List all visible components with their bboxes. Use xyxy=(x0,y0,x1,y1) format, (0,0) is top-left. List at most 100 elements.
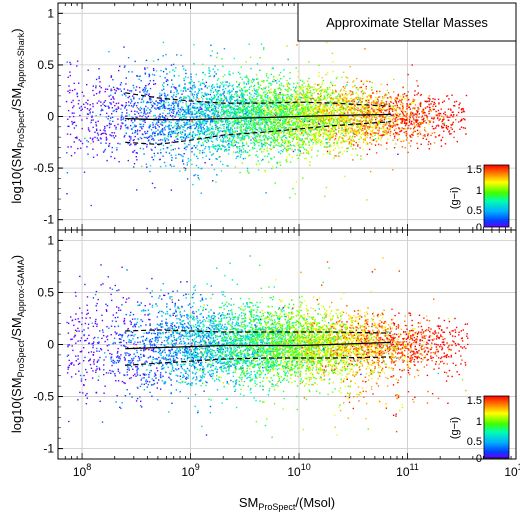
scatter-point xyxy=(183,153,185,155)
scatter-point xyxy=(324,121,326,123)
scatter-point xyxy=(206,130,208,132)
scatter-point xyxy=(283,129,285,131)
scatter-point xyxy=(175,154,177,156)
scatter-point xyxy=(112,97,114,99)
scatter-point xyxy=(216,127,218,129)
scatter-point xyxy=(183,167,185,169)
scatter-point xyxy=(273,126,276,129)
scatter-point xyxy=(384,93,387,95)
scatter-point xyxy=(330,128,333,131)
scatter-point xyxy=(298,117,300,119)
scatter-point xyxy=(381,109,383,111)
scatter-point xyxy=(280,118,282,121)
scatter-point xyxy=(331,128,334,130)
scatter-point xyxy=(274,140,277,142)
scatter-point xyxy=(274,131,277,133)
scatter-point xyxy=(430,103,432,105)
scatter-point xyxy=(305,126,308,129)
scatter-point xyxy=(349,65,351,68)
scatter-point xyxy=(92,148,94,150)
scatter-point xyxy=(159,132,161,134)
scatter-point xyxy=(165,151,167,154)
scatter-point xyxy=(259,148,261,151)
scatter-point xyxy=(213,147,215,149)
scatter-point xyxy=(417,132,419,135)
scatter-point xyxy=(198,136,200,138)
scatter-point xyxy=(375,112,378,114)
scatter-point xyxy=(271,134,274,136)
scatter-point xyxy=(253,122,256,124)
scatter-point xyxy=(253,142,256,144)
scatter-point xyxy=(412,107,414,109)
scatter-point xyxy=(374,111,377,113)
scatter-point xyxy=(250,116,252,118)
scatter-point xyxy=(416,133,419,135)
scatter-point xyxy=(125,123,127,126)
scatter-point xyxy=(161,89,163,91)
scatter-point xyxy=(311,149,313,151)
scatter-point xyxy=(274,101,276,104)
scatter-point xyxy=(220,148,222,151)
scatter-point xyxy=(398,127,400,129)
scatter-point xyxy=(253,139,256,142)
scatter-point xyxy=(286,156,288,158)
scatter-point xyxy=(182,65,184,67)
scatter-point xyxy=(308,141,310,143)
scatter-point xyxy=(366,95,369,98)
scatter-point xyxy=(112,110,114,112)
scatter-point xyxy=(329,108,331,110)
scatter-point xyxy=(282,121,284,124)
scatter-point xyxy=(340,126,342,129)
scatter-point xyxy=(309,96,311,98)
scatter-point xyxy=(396,112,398,114)
scatter-point xyxy=(257,105,259,107)
scatter-point xyxy=(310,94,312,96)
scatter-point xyxy=(294,104,296,106)
scatter-point xyxy=(263,80,265,82)
scatter-point xyxy=(198,106,200,108)
scatter-point xyxy=(300,79,302,81)
scatter-point xyxy=(250,80,252,82)
scatter-point xyxy=(192,85,194,87)
scatter-point xyxy=(264,170,266,172)
scatter-point xyxy=(291,156,293,158)
scatter-point xyxy=(282,135,284,137)
scatter-point xyxy=(242,93,244,95)
scatter-point xyxy=(231,132,233,134)
scatter-point xyxy=(218,129,220,132)
scatter-point xyxy=(405,132,408,135)
scatter-point xyxy=(427,120,429,122)
scatter-point xyxy=(349,119,351,122)
scatter-point xyxy=(206,138,208,140)
scatter-point xyxy=(375,118,377,121)
scatter-point xyxy=(352,124,355,126)
scatter-point xyxy=(413,99,416,101)
scatter-point xyxy=(347,116,349,118)
scatter-point xyxy=(239,115,242,117)
scatter-point xyxy=(392,102,395,105)
scatter-point xyxy=(205,135,207,137)
scatter-point xyxy=(171,115,173,118)
scatter-point xyxy=(428,148,430,150)
scatter-point xyxy=(371,132,373,134)
scatter-point xyxy=(375,132,377,134)
scatter-point xyxy=(163,102,165,105)
scatter-point xyxy=(189,108,191,111)
scatter-point xyxy=(319,118,321,121)
scatter-point xyxy=(378,96,380,98)
scatter-point xyxy=(299,123,302,126)
scatter-point xyxy=(215,109,217,112)
scatter-point xyxy=(193,137,195,139)
scatter-point xyxy=(322,137,325,139)
scatter-point xyxy=(108,85,110,87)
scatter-point xyxy=(186,145,188,147)
scatter-point xyxy=(265,102,267,105)
scatter-point xyxy=(243,107,245,109)
scatter-point xyxy=(215,90,217,92)
scatter-point xyxy=(108,51,110,53)
scatter-point xyxy=(183,77,185,80)
scatter-point xyxy=(132,151,134,153)
scatter-point xyxy=(272,145,275,147)
scatter-point xyxy=(170,189,173,191)
scatter-point xyxy=(324,131,326,133)
